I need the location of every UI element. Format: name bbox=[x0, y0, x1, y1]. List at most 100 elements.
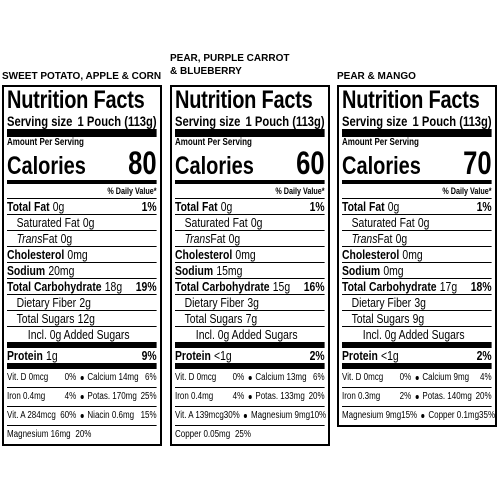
amount-per-serving: Amount Per Serving bbox=[175, 137, 252, 148]
nutrient-amount: 0g bbox=[417, 215, 430, 230]
amount-per-serving: Amount Per Serving bbox=[342, 137, 419, 148]
nutrient-amount: 12g bbox=[77, 311, 95, 326]
nutrient-daily-value: 1% bbox=[141, 199, 157, 214]
nutrient-label: Dietary Fiber bbox=[185, 295, 245, 310]
nutrient-amount: 0mg bbox=[383, 263, 404, 278]
nutrient-amount: 0g bbox=[250, 215, 263, 230]
micronutrient-name: Potas. 133mg bbox=[255, 391, 305, 402]
micronutrient-name: Copper 0.1mg bbox=[428, 410, 480, 421]
micronutrient-item: Vit. A 139mcg 30% bbox=[175, 407, 240, 425]
nutrient-row: Total Carbohydrate 15g 16% bbox=[175, 279, 325, 295]
nutrient-name: Saturated Fat bbox=[351, 215, 415, 230]
nutrient-label: Dietary Fiber bbox=[17, 295, 77, 310]
nutrient-label: Total Carbohydrate bbox=[342, 279, 437, 294]
micronutrient-item: Niacin 0.6mg 15% bbox=[87, 407, 156, 425]
nutrient-amount: 0mg bbox=[235, 247, 256, 262]
nutrient-amount: 0g bbox=[387, 199, 400, 214]
nutrient-name: Dietary Fiber bbox=[184, 295, 245, 310]
calories-row: Calories 70 bbox=[342, 147, 492, 184]
nutrient-name: Incl. 0g Added Sugars bbox=[27, 327, 130, 342]
nutrient-row: Cholesterol 0mg bbox=[342, 247, 492, 263]
nutrient-row: Saturated Fat 0g bbox=[7, 215, 157, 231]
micronutrient-name: Calcium 13mg bbox=[255, 372, 307, 383]
nutrient-row: Total Sugars 12g bbox=[7, 311, 157, 327]
micronutrient-daily-value: 15% bbox=[140, 410, 157, 421]
nutrient-row: Total Carbohydrate 17g 18% bbox=[342, 279, 492, 295]
micronutrient-daily-value: 0% bbox=[232, 372, 245, 383]
protein-amount: 1g bbox=[46, 348, 58, 363]
nutrient-label: Cholesterol bbox=[342, 247, 399, 262]
nutrient-row: TransFat 0g bbox=[175, 231, 325, 247]
nutrient-label: Total Sugars bbox=[352, 311, 410, 326]
micronutrient-name: Iron 0.4mg bbox=[175, 391, 214, 402]
micronutrient-item: Calcium 9mg 4% bbox=[422, 369, 491, 387]
micronutrient-item: Iron 0.4mg 4% bbox=[175, 388, 244, 406]
nutrient-label: Incl. 0g Added Sugars bbox=[196, 327, 298, 342]
micronutrient-line: Iron 0.3mg 2% Potas. 140mg 20% bbox=[342, 388, 492, 407]
protein-label: Protein bbox=[175, 348, 211, 363]
nutrient-daily-value: 1% bbox=[309, 199, 325, 214]
nutrient-label: Sodium bbox=[7, 263, 45, 278]
nutrient-amount: 20mg bbox=[48, 263, 75, 278]
nutrient-row: Cholesterol 0mg bbox=[7, 247, 157, 263]
micronutrient-daily-value: 4% bbox=[480, 372, 492, 383]
nutrient-row: Saturated Fat 0g bbox=[175, 215, 325, 231]
panel-content: Nutrition Facts Serving size 1 Pouch (113g… bbox=[175, 86, 326, 444]
nutrient-amount: 18g bbox=[104, 279, 123, 294]
daily-value-header: % Daily Value* bbox=[7, 184, 157, 199]
nutrient-label-prefix: Trans bbox=[16, 231, 43, 246]
separator-dot bbox=[421, 414, 425, 418]
micronutrient-name: Copper 0.05mg bbox=[175, 429, 231, 440]
nutrient-row: Incl. 0g Added Sugars bbox=[175, 327, 325, 342]
nutrient-row: Saturated Fat 0g bbox=[342, 215, 492, 231]
nutrient-label-prefix: Trans bbox=[351, 231, 378, 246]
nutrient-amount: 0g bbox=[52, 199, 65, 214]
micronutrient-line: Magnesium 9mg 15% Copper 0.1mg 35% bbox=[342, 407, 495, 425]
calories-value: 80 bbox=[128, 145, 157, 181]
serving-label: Serving size bbox=[7, 113, 73, 129]
calories-label: Calories bbox=[342, 152, 421, 180]
nutrient-row: Sodium 0mg bbox=[342, 263, 492, 279]
nutrient-name: Total Carbohydrate bbox=[175, 279, 270, 294]
micronutrient-line: Iron 0.4mg 4% Potas. 170mg 25% bbox=[7, 388, 157, 407]
nutrient-row: Sodium 15mg bbox=[175, 263, 325, 279]
nutrient-name: Total Fat bbox=[175, 199, 218, 214]
separator-dot bbox=[80, 414, 84, 418]
nutrient-amount: 15mg bbox=[216, 263, 243, 278]
separator-dot bbox=[248, 376, 252, 380]
separator-dot bbox=[248, 395, 252, 399]
micronutrient-item: Magnesium 9mg 10% bbox=[251, 407, 326, 425]
nutrient-label: TransFat bbox=[185, 231, 226, 246]
nutrient-amount: 0g bbox=[228, 231, 241, 246]
protein-label: Protein bbox=[342, 348, 378, 363]
nutrient-name: Total Carbohydrate bbox=[342, 279, 437, 294]
nutrient-label: Saturated Fat bbox=[352, 215, 415, 230]
panel-content: Nutrition Facts Serving size 1 Pouch (113g… bbox=[342, 87, 495, 425]
micronutrient-line: Vit. A 284mcg 60% Niacin 0.6mg 15% bbox=[7, 407, 157, 426]
nutrient-name: Cholesterol bbox=[342, 247, 400, 262]
nutrient-daily-value: 18% bbox=[470, 279, 492, 294]
separator-dot bbox=[80, 376, 84, 380]
serving-size: 1 Pouch (113g) bbox=[412, 113, 492, 129]
serving-label: Serving size bbox=[175, 113, 241, 129]
nutrient-label: Saturated Fat bbox=[185, 215, 248, 230]
nutrient-label: Total Sugars bbox=[185, 311, 243, 326]
nutrient-row: Total Sugars 7g bbox=[175, 311, 325, 327]
panel-title: Nutrition Facts bbox=[175, 86, 313, 114]
micronutrient-daily-value: 60% bbox=[60, 410, 77, 421]
micronutrient-daily-value: 4% bbox=[232, 391, 245, 402]
nutrient-name: Saturated Fat bbox=[184, 215, 248, 230]
nutrient-row: TransFat 0g bbox=[7, 231, 157, 247]
micronutrient-name: Vit. D 0mcg bbox=[7, 372, 49, 383]
micronutrient-item: Potas. 133mg 20% bbox=[255, 388, 324, 406]
micronutrients: Vit. D 0mcg 0% Calcium 9mg 4% Iron 0.3mg 2% Po… bbox=[342, 369, 495, 425]
nutrient-daily-value: 16% bbox=[303, 279, 325, 294]
nutrient-amount: 3g bbox=[247, 295, 259, 310]
calories-row: Calories 80 bbox=[7, 145, 157, 184]
nutrient-row: Total Sugars 9g bbox=[342, 311, 492, 327]
micronutrient-daily-value: 25% bbox=[234, 429, 251, 440]
micronutrient-daily-value: 0% bbox=[64, 372, 77, 383]
separator-dot bbox=[415, 376, 419, 380]
nutrient-name: Fat bbox=[42, 231, 58, 246]
